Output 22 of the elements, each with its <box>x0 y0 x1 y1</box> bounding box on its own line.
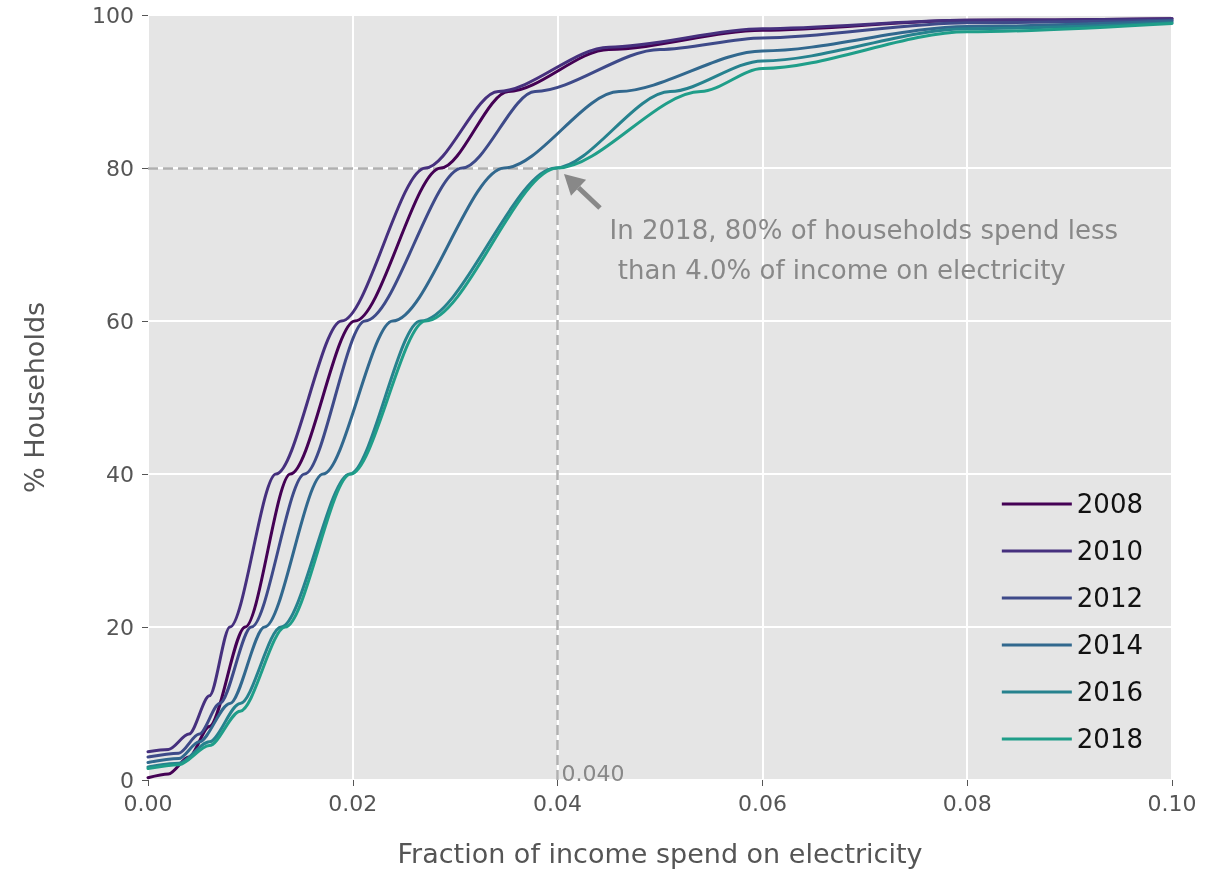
x-tick-label: 0.06 <box>737 790 787 816</box>
legend-label: 2008 <box>1076 489 1143 519</box>
x-tick-label: 0.02 <box>328 790 378 816</box>
legend-label: 2010 <box>1076 536 1143 566</box>
y-tick-label: 60 <box>106 308 134 334</box>
y-tick-label: 40 <box>106 461 134 487</box>
x-tick-label: 0.10 <box>1147 790 1197 816</box>
x-tick-label: 0.08 <box>942 790 992 816</box>
y-tick-label: 0 <box>120 767 134 793</box>
y-axis-title: % Households <box>19 301 50 494</box>
x-tick-label: 0.00 <box>123 790 173 816</box>
x-axis-title: Fraction of income spend on electricity <box>397 838 923 869</box>
legend-label: 2014 <box>1076 630 1143 660</box>
x-tick-label: 0.04 <box>533 790 583 816</box>
legend-label: 2018 <box>1076 724 1143 754</box>
legend-label: 2012 <box>1076 583 1143 613</box>
legend-label: 2016 <box>1076 677 1143 707</box>
y-tick-label: 100 <box>92 2 134 28</box>
annotation: In 2018, 80% of households spend less than 4.0% of income on electricity <box>609 215 1119 285</box>
y-tick-label: 20 <box>106 614 134 640</box>
y-tick-label: 80 <box>106 155 134 181</box>
ref-line-label: 0.040 <box>561 760 625 786</box>
